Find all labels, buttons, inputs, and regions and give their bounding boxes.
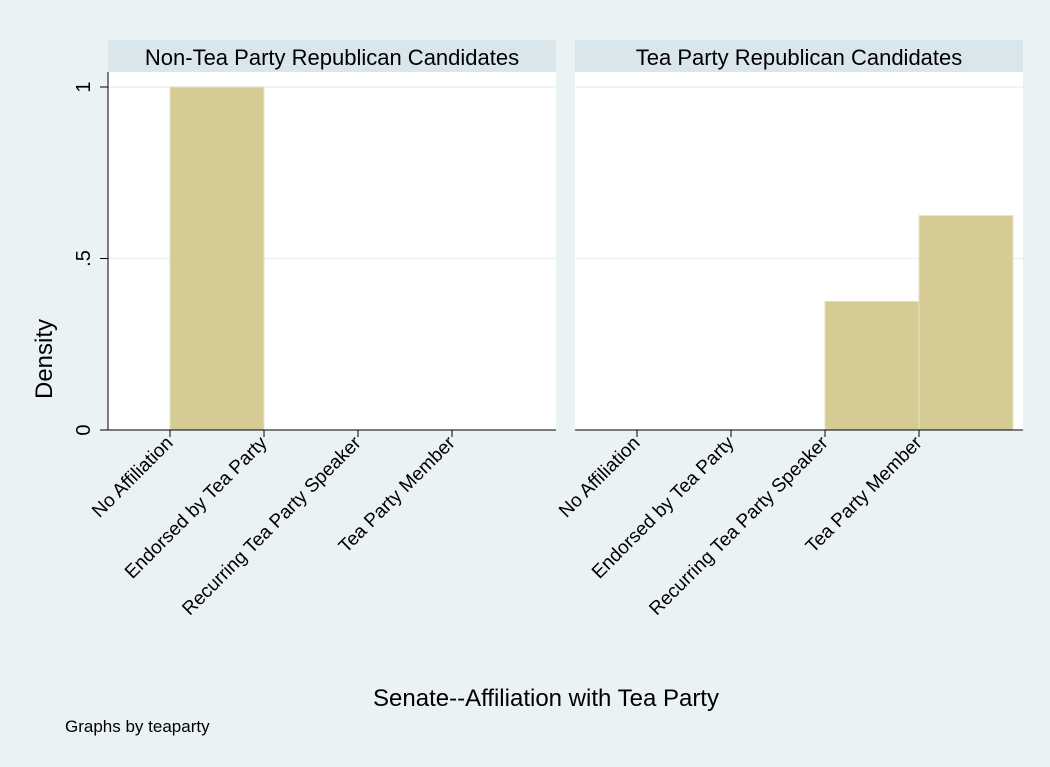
histogram-bar bbox=[824, 300, 920, 431]
graphs-by-note: Graphs by teaparty bbox=[65, 717, 210, 736]
histogram-bar bbox=[169, 86, 265, 431]
panel-right-bars bbox=[824, 215, 1014, 431]
y-tick-label: .5 bbox=[73, 250, 95, 267]
y-axis-ticks: 0.51 bbox=[73, 81, 108, 436]
panel-left-bars bbox=[169, 86, 265, 431]
panel-right-strip bbox=[575, 40, 1023, 72]
x-axis-label: Senate--Affiliation with Tea Party bbox=[373, 685, 719, 712]
y-tick-label: 0 bbox=[73, 424, 95, 435]
y-axis-label: Density bbox=[31, 319, 58, 399]
panel-right-title: Tea Party Republican Candidates bbox=[636, 45, 963, 70]
panel-left-title: Non-Tea Party Republican Candidates bbox=[145, 45, 519, 70]
panel-left-strip bbox=[108, 40, 556, 72]
y-axis: 0.51 Density bbox=[31, 72, 109, 436]
histogram-bar bbox=[918, 215, 1014, 431]
y-tick-label: 1 bbox=[73, 81, 95, 92]
